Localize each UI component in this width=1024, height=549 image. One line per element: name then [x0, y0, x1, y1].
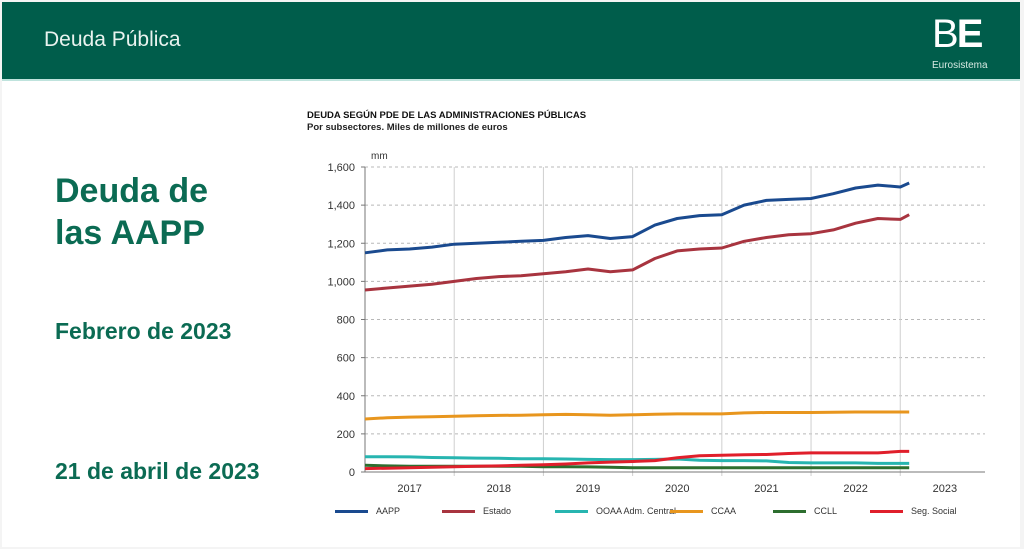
legend-swatch — [442, 509, 475, 513]
y-tick-label: 200 — [337, 429, 355, 441]
legend-swatch — [773, 509, 806, 513]
series-line-aapp — [364, 181, 910, 255]
x-tick-label: 2018 — [487, 483, 511, 495]
header-bar: Deuda Pública BE Eurosistema — [2, 2, 1020, 79]
legend-swatch — [670, 509, 703, 513]
publication-date: 21 de abril de 2023 — [55, 458, 260, 484]
legend-item-aapp: AAPP — [335, 503, 400, 519]
slide-heading: Deuda de las AAPP — [55, 170, 208, 254]
bde-logo: BE Eurosistema — [932, 12, 1012, 72]
y-tick-label: 600 — [337, 353, 355, 365]
slide-heading-line2: las AAPP — [55, 214, 205, 252]
page-title: Deuda Pública — [44, 28, 181, 51]
legend-label: Seg. Social — [911, 506, 957, 516]
slide-heading-line1: Deuda de — [55, 172, 209, 210]
chart-subtitle: Por subsectores. Miles de millones de eu… — [307, 122, 508, 133]
chart-legend: AAPP Estado OOAA Adm. Central CCAA CCLL Seg. … — [335, 503, 995, 519]
y-tick-label: 1,600 — [327, 162, 355, 174]
x-tick-label: 2022 — [843, 483, 867, 495]
x-tick-label: 2020 — [665, 483, 689, 495]
logo-mark: BE — [932, 12, 984, 56]
legend-item-seg-social: Seg. Social — [870, 503, 957, 519]
x-tick-label: 2017 — [397, 483, 421, 495]
legend-item-ccaa: CCAA — [670, 503, 736, 519]
x-tick-label: 2023 — [933, 483, 957, 495]
chart-title: DEUDA SEGÚN PDE DE LAS ADMINISTRACIONES … — [307, 110, 587, 121]
legend-label: Estado — [483, 506, 512, 516]
x-tick-label: 2019 — [576, 483, 600, 495]
series-line-ccaa — [364, 410, 910, 421]
y-tick-label: 1,400 — [327, 200, 355, 212]
y-unit-label: mm — [371, 151, 388, 162]
legend-label: CCAA — [711, 506, 737, 516]
logo-letter-b: B — [932, 12, 959, 56]
legend-swatch — [335, 509, 368, 513]
y-tick-label: 1,000 — [327, 276, 355, 288]
legend-label: OOAA Adm. Central — [596, 506, 677, 516]
logo-subtitle: Eurosistema — [932, 60, 988, 71]
series-line-estado — [364, 213, 910, 292]
y-tick-label: 1,200 — [327, 238, 355, 250]
y-tick-label: 0 — [349, 467, 355, 479]
legend-item-ccll: CCLL — [773, 503, 837, 519]
y-tick-label: 400 — [337, 391, 355, 403]
slide-content — [2, 81, 1020, 547]
legend-label: CCLL — [814, 506, 838, 516]
logo-letter-e: E — [956, 12, 984, 56]
legend-swatch — [555, 509, 588, 513]
legend-item-ooaa-adm-central: OOAA Adm. Central — [555, 503, 676, 519]
legend-label: AAPP — [376, 506, 401, 516]
x-tick-label: 2021 — [754, 483, 778, 495]
series-line-ooaa-adm-central — [365, 455, 910, 465]
header-divider — [2, 79, 1020, 81]
legend-item-estado: Estado — [442, 503, 511, 519]
y-tick-label: 800 — [337, 315, 355, 327]
series-line-seg-social — [364, 449, 910, 471]
reference-period: Febrero de 2023 — [55, 318, 232, 344]
legend-swatch — [870, 509, 903, 513]
